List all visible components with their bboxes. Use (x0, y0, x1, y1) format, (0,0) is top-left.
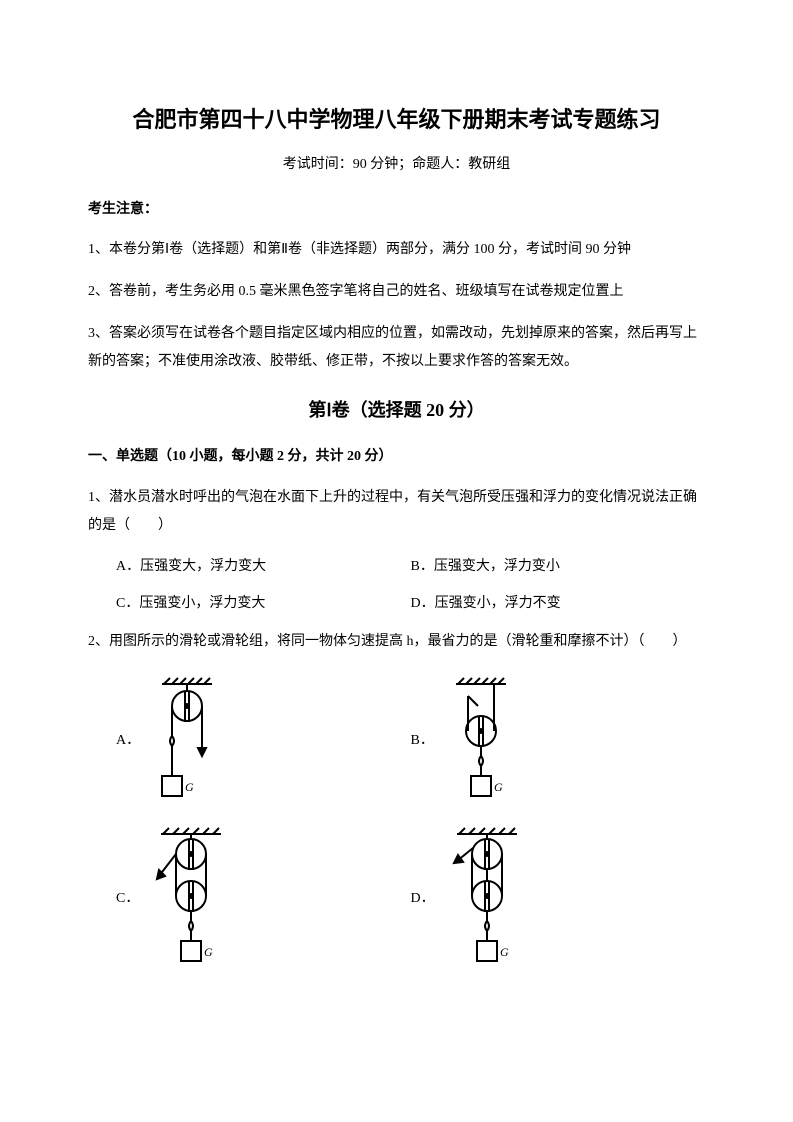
q2-diagram-row-2: C． (88, 826, 705, 971)
svg-text:G: G (500, 945, 509, 959)
pulley-diagram-a-icon: G (152, 676, 222, 806)
svg-text:G: G (494, 780, 503, 794)
q2-label-b: B． (411, 728, 434, 753)
q1-option-b: B．压强变大，浮力变小 (411, 554, 706, 579)
question-2: 2、用图所示的滑轮或滑轮组，将同一物体匀速提高 h，最省力的是（滑轮重和摩擦不计… (88, 628, 705, 656)
q1-options-row-1: A．压强变大，浮力变大 B．压强变大，浮力变小 (88, 554, 705, 579)
page-title: 合肥市第四十八中学物理八年级下册期末考试专题练习 (88, 100, 705, 140)
q2-label-d: D． (411, 886, 435, 911)
exam-subtitle: 考试时间：90 分钟；命题人：教研组 (88, 152, 705, 177)
q1-options-row-2: C．压强变小，浮力变大 D．压强变小，浮力不变 (88, 591, 705, 616)
q2-diagram-b-col: B． (411, 676, 706, 806)
svg-text:G: G (204, 945, 213, 959)
q1-option-c: C．压强变小，浮力变大 (116, 591, 411, 616)
q2-label-a: A． (116, 728, 140, 753)
notice-1: 1、本卷分第Ⅰ卷（选择题）和第Ⅱ卷（非选择题）两部分，满分 100 分，考试时间… (88, 236, 705, 264)
notice-3: 3、答案必须写在试卷各个题目指定区域内相应的位置，如需改动，先划掉原来的答案，然… (88, 320, 705, 376)
pulley-diagram-c-icon: G (151, 826, 231, 971)
q2-diagram-a-col: A． (116, 676, 411, 806)
q2-diagram-row-1: A． (88, 676, 705, 806)
pulley-diagram-d-icon: G (447, 826, 527, 971)
question-1: 1、潜水员潜水时呼出的气泡在水面下上升的过程中，有关气泡所受压强和浮力的变化情况… (88, 484, 705, 540)
q2-diagram-d-col: D． (411, 826, 706, 971)
q2-diagram-c-col: C． (116, 826, 411, 971)
section-title: 第Ⅰ卷（选择题 20 分） (88, 394, 705, 426)
pulley-diagram-b-icon: G (446, 676, 516, 806)
q1-option-d: D．压强变小，浮力不变 (411, 591, 706, 616)
svg-text:G: G (185, 780, 194, 794)
notice-2: 2、答卷前，考生务必用 0.5 毫米黑色签字笔将自己的姓名、班级填写在试卷规定位… (88, 278, 705, 306)
q2-label-c: C． (116, 886, 139, 911)
subsection-label: 一、单选题（10 小题，每小题 2 分，共计 20 分） (88, 444, 705, 469)
q1-option-a: A．压强变大，浮力变大 (116, 554, 411, 579)
notice-label: 考生注意： (88, 197, 705, 222)
